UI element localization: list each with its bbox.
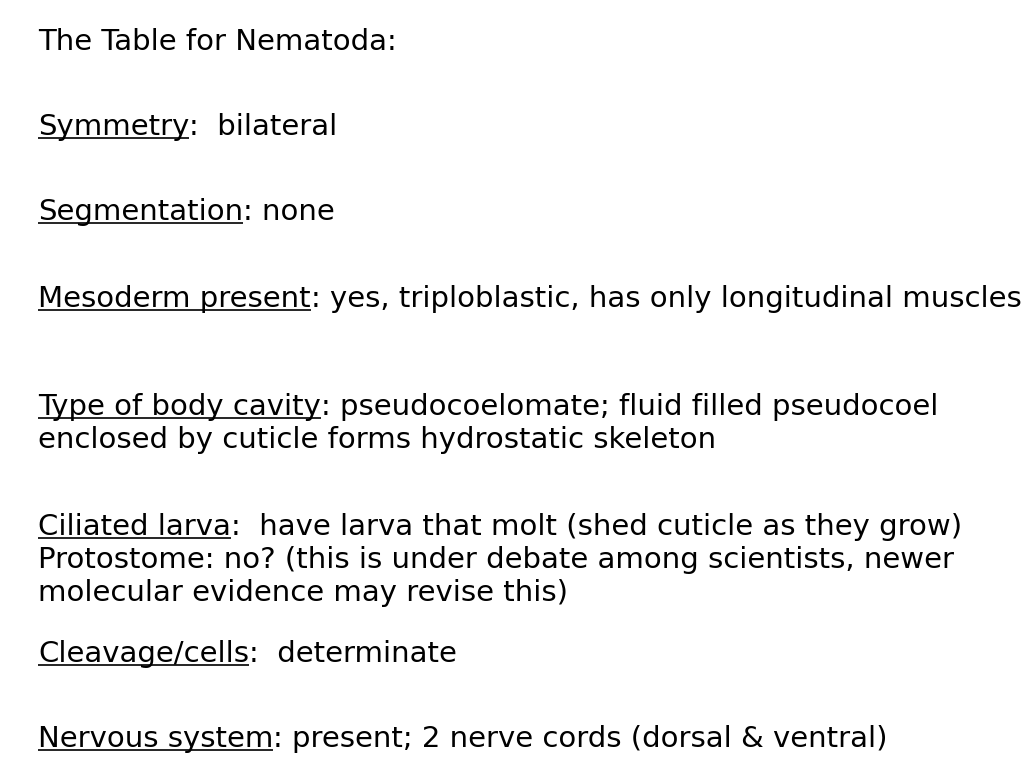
Text: Protostome: no? (this is under debate among scientists, newer: Protostome: no? (this is under debate am…	[38, 546, 954, 574]
Text: Symmetry: Symmetry	[38, 113, 189, 141]
Text: : present; 2 nerve cords (dorsal & ventral): : present; 2 nerve cords (dorsal & ventr…	[273, 725, 888, 753]
Text: :  bilateral: : bilateral	[189, 113, 338, 141]
Text: enclosed by cuticle forms hydrostatic skeleton: enclosed by cuticle forms hydrostatic sk…	[38, 426, 716, 454]
Text: Segmentation: Segmentation	[38, 198, 243, 226]
Text: Nervous system: Nervous system	[38, 725, 273, 753]
Text: : yes, triploblastic, has only longitudinal muscles: : yes, triploblastic, has only longitudi…	[310, 285, 1021, 313]
Text: The Table for Nematoda:: The Table for Nematoda:	[38, 28, 396, 56]
Text: molecular evidence may revise this): molecular evidence may revise this)	[38, 579, 568, 607]
Text: Ciliated larva: Ciliated larva	[38, 513, 230, 541]
Text: Type of body cavity: Type of body cavity	[38, 393, 321, 421]
Text: Cleavage/cells: Cleavage/cells	[38, 640, 249, 668]
Text: :  have larva that molt (shed cuticle as they grow): : have larva that molt (shed cuticle as …	[230, 513, 962, 541]
Text: Mesoderm present: Mesoderm present	[38, 285, 310, 313]
Text: :  determinate: : determinate	[249, 640, 457, 668]
Text: : none: : none	[243, 198, 335, 226]
Text: : pseudocoelomate; fluid filled pseudocoel: : pseudocoelomate; fluid filled pseudoco…	[321, 393, 938, 421]
